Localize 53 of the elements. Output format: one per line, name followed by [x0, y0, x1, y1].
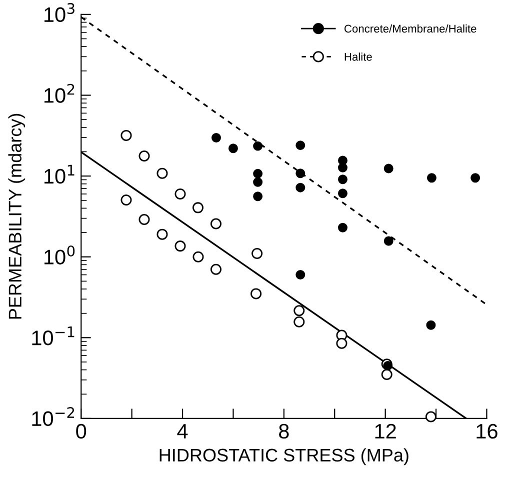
point	[174, 240, 186, 252]
y-tick-label: 10$^{1}$	[44, 164, 74, 184]
point	[156, 228, 168, 240]
y-tick-label: 10$^{2}$	[44, 84, 74, 103]
point	[253, 177, 263, 187]
x-tick-label: 12	[375, 424, 396, 438]
point	[192, 202, 204, 214]
y-tick-label: 10$^{−2}$	[32, 407, 74, 426]
point	[296, 168, 306, 178]
point	[211, 132, 221, 142]
point	[228, 144, 238, 154]
point	[138, 150, 150, 162]
point	[294, 305, 305, 316]
point	[120, 194, 132, 206]
legend-label: Halite	[344, 52, 372, 61]
point	[384, 164, 394, 174]
point	[253, 141, 263, 151]
point	[294, 316, 305, 328]
y-axis-title: PERMEABILITY (mdarcy)	[8, 114, 26, 319]
point	[296, 140, 306, 150]
point	[210, 218, 222, 230]
point	[338, 222, 348, 232]
point	[338, 174, 348, 184]
legend-label: Concrete/Membrane/Halite	[344, 24, 476, 33]
y-tick-label: 10$^{−1}$	[32, 326, 74, 346]
x-tick-label: 4	[177, 424, 188, 438]
point	[120, 130, 132, 141]
point	[192, 251, 204, 262]
point	[425, 411, 436, 422]
point	[174, 188, 186, 200]
point	[336, 338, 348, 349]
point	[252, 248, 263, 260]
y-tick-label: 10$^{3}$	[44, 3, 74, 22]
point	[210, 264, 222, 275]
x-tick-label: 8	[279, 424, 289, 439]
point	[296, 270, 306, 280]
point	[253, 192, 263, 202]
point	[296, 182, 306, 192]
point	[138, 214, 150, 225]
x-axis-title: HIDROSTATIC STRESS (MPa)	[160, 448, 408, 466]
point	[250, 288, 262, 300]
point	[156, 168, 168, 179]
point	[426, 320, 436, 330]
point	[470, 173, 480, 183]
point	[253, 168, 263, 178]
point	[381, 369, 392, 380]
x-tick-label: 0	[76, 424, 86, 439]
x-tick-label: 16	[476, 424, 498, 439]
point	[338, 162, 348, 172]
point	[338, 188, 348, 198]
point	[384, 236, 394, 246]
y-tick-label: 10$^{0}$	[44, 245, 75, 264]
point	[426, 173, 436, 183]
